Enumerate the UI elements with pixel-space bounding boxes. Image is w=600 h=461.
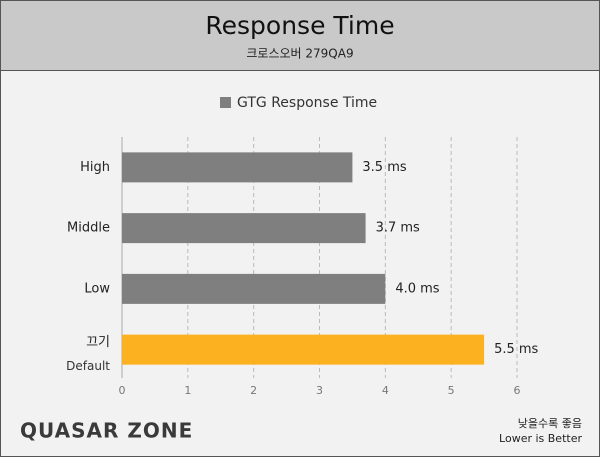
brand-logo: QUASAR ZONE bbox=[20, 419, 193, 443]
y-tick-label: 끄기 bbox=[86, 335, 110, 350]
chart-title: Response Time bbox=[205, 11, 394, 40]
x-tick-label: 1 bbox=[184, 384, 191, 397]
value-label: 4.0 ms bbox=[395, 281, 439, 296]
bar bbox=[122, 334, 485, 365]
note: 낮을수록 좋음 bbox=[518, 417, 582, 430]
chart-subtitle: 크로스오버 279QA9 bbox=[246, 47, 353, 61]
y-tick-label: High bbox=[80, 160, 110, 175]
x-tick-label: 6 bbox=[514, 384, 521, 397]
header bbox=[0, 0, 600, 71]
bar bbox=[122, 213, 366, 244]
bar bbox=[122, 273, 386, 304]
bar bbox=[122, 152, 353, 183]
y-tick-sublabel: Default bbox=[66, 359, 110, 373]
y-tick-label: Middle bbox=[67, 221, 110, 236]
x-tick-label: 2 bbox=[250, 384, 257, 397]
legend-swatch bbox=[220, 97, 231, 108]
value-label: 3.5 ms bbox=[362, 160, 406, 175]
x-tick-label: 3 bbox=[316, 384, 323, 397]
value-label: 3.7 ms bbox=[376, 221, 420, 236]
legend-label: GTG Response Time bbox=[237, 95, 377, 111]
value-label: 5.5 ms bbox=[494, 342, 538, 357]
note: Lower is Better bbox=[499, 432, 582, 445]
x-tick-label: 5 bbox=[448, 384, 455, 397]
y-tick-label: Low bbox=[84, 281, 110, 296]
x-tick-label: 4 bbox=[382, 384, 389, 397]
x-tick-label: 0 bbox=[119, 384, 126, 397]
